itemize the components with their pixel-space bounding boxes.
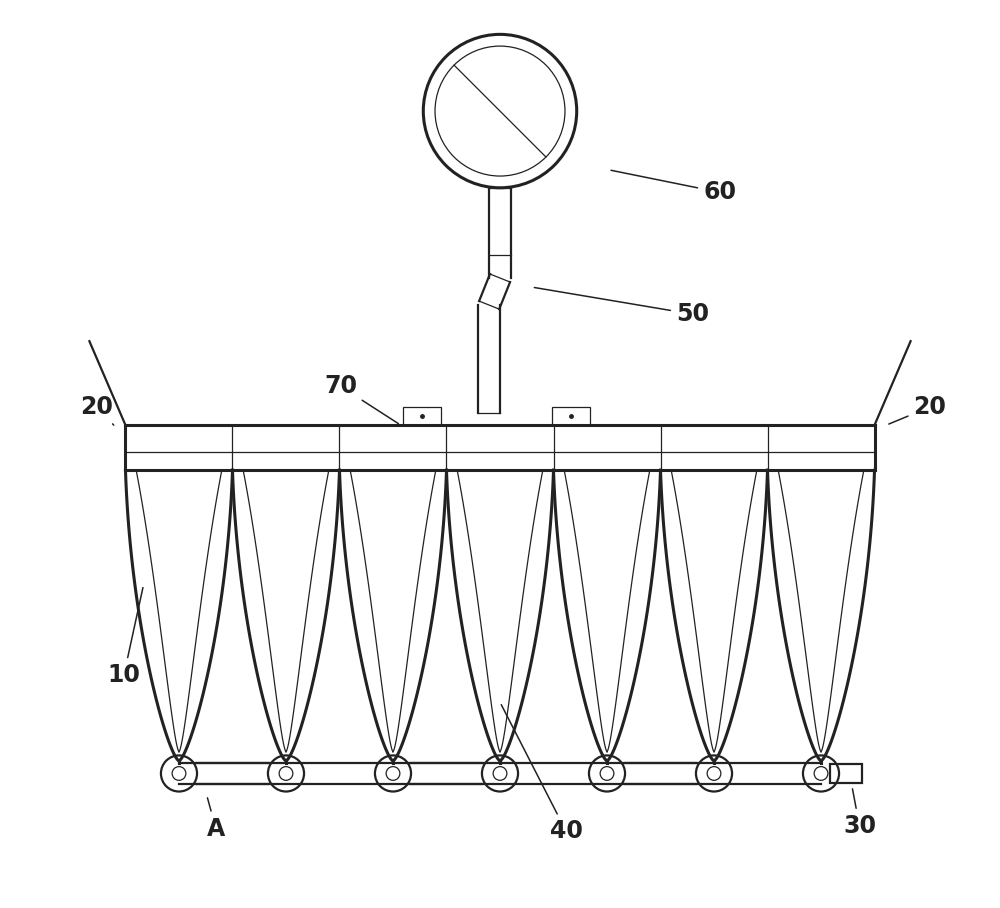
Text: 70: 70 <box>324 374 398 424</box>
Bar <box>552 407 590 425</box>
Bar <box>830 764 862 784</box>
Text: 10: 10 <box>107 587 143 687</box>
Text: 30: 30 <box>843 789 876 838</box>
Text: 20: 20 <box>889 395 946 424</box>
Text: 40: 40 <box>501 705 583 844</box>
Text: 50: 50 <box>534 288 709 326</box>
Text: 20: 20 <box>80 395 114 425</box>
Bar <box>403 407 441 425</box>
Text: 60: 60 <box>611 171 736 204</box>
Text: A: A <box>207 798 225 841</box>
